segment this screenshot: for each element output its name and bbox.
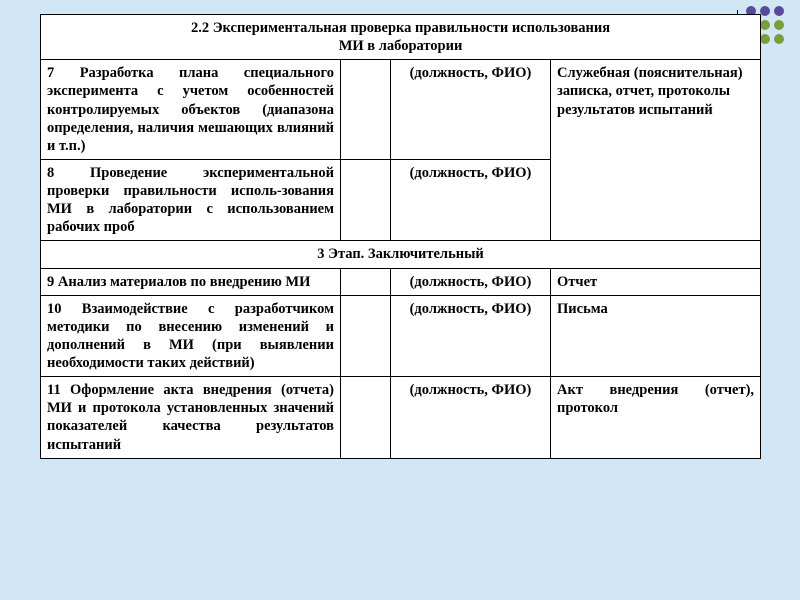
table-row: 10 Взаимодействие с разработчиком методи… — [41, 295, 761, 377]
plan-table: 2.2 Экспериментальная проверка правильно… — [40, 14, 761, 459]
row7-col2 — [341, 60, 391, 160]
row11-col3: (должность, ФИО) — [391, 377, 551, 459]
row9-desc: 9 Анализ материалов по внедрению МИ — [41, 268, 341, 295]
row8-col2 — [341, 159, 391, 241]
row8-col3: (должность, ФИО) — [391, 159, 551, 241]
table-row: 9 Анализ материалов по внедрению МИ (дол… — [41, 268, 761, 295]
row7-col3: (должность, ФИО) — [391, 60, 551, 160]
section-title-line1: 2.2 Экспериментальная проверка правильно… — [191, 20, 610, 36]
dot-icon — [774, 20, 784, 30]
dot-icon — [760, 20, 770, 30]
row9-col2 — [341, 268, 391, 295]
dot-icon — [760, 34, 770, 44]
row10-col2 — [341, 295, 391, 377]
section-header-row: 2.2 Экспериментальная проверка правильно… — [41, 15, 761, 60]
row10-col4: Письма — [551, 295, 761, 377]
row9-col4: Отчет — [551, 268, 761, 295]
row8-desc: 8 Проведение экспериментальной проверки … — [41, 159, 341, 241]
slide-page: 2.2 Экспериментальная проверка правильно… — [0, 0, 800, 600]
row11-col2 — [341, 377, 391, 459]
dot-icon — [760, 6, 770, 16]
section-header-row: 3 Этап. Заключительный — [41, 241, 761, 268]
table-row: 7 Разработка плана специального эксперим… — [41, 60, 761, 160]
section-2-2-title: 2.2 Экспериментальная проверка правильно… — [41, 15, 761, 60]
row11-desc: 11 Оформление акта внедрения (отчета) МИ… — [41, 377, 341, 459]
row10-col3: (должность, ФИО) — [391, 295, 551, 377]
row9-col3: (должность, ФИО) — [391, 268, 551, 295]
table-row: 11 Оформление акта внедрения (отчета) МИ… — [41, 377, 761, 459]
dot-icon — [774, 6, 784, 16]
row10-desc: 10 Взаимодействие с разработчиком методи… — [41, 295, 341, 377]
row11-col4: Акт внедрения (отчет), протокол — [551, 377, 761, 459]
dot-icon — [774, 34, 784, 44]
section-title-line2: МИ в лаборатории — [339, 38, 463, 54]
row7-8-col4: Служебная (пояснительная) записка, отчет… — [551, 60, 761, 241]
row7-desc: 7 Разработка плана специального эксперим… — [41, 60, 341, 160]
section-3-title: 3 Этап. Заключительный — [41, 241, 761, 268]
